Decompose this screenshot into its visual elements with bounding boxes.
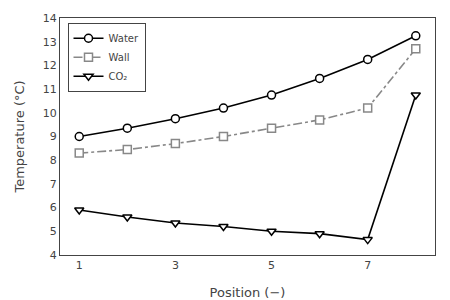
svg-text:1: 1 bbox=[76, 259, 83, 272]
svg-text:11: 11 bbox=[43, 83, 57, 96]
svg-text:Water: Water bbox=[109, 33, 139, 44]
svg-text:13: 13 bbox=[43, 36, 57, 49]
svg-text:CO₂: CO₂ bbox=[109, 71, 128, 82]
svg-text:3: 3 bbox=[172, 259, 179, 272]
svg-text:12: 12 bbox=[43, 59, 57, 72]
svg-text:4: 4 bbox=[50, 249, 57, 262]
svg-text:Wall: Wall bbox=[109, 52, 130, 63]
svg-text:5: 5 bbox=[268, 259, 275, 272]
svg-text:5: 5 bbox=[50, 225, 57, 238]
svg-text:Position (−): Position (−) bbox=[210, 285, 286, 300]
svg-text:6: 6 bbox=[50, 201, 57, 214]
svg-text:7: 7 bbox=[50, 178, 57, 191]
svg-text:10: 10 bbox=[43, 107, 57, 120]
svg-text:9: 9 bbox=[50, 130, 57, 143]
svg-text:8: 8 bbox=[50, 154, 57, 167]
svg-text:Temperature (°C): Temperature (°C) bbox=[12, 80, 27, 193]
svg-text:7: 7 bbox=[364, 259, 371, 272]
svg-text:14: 14 bbox=[43, 12, 57, 25]
